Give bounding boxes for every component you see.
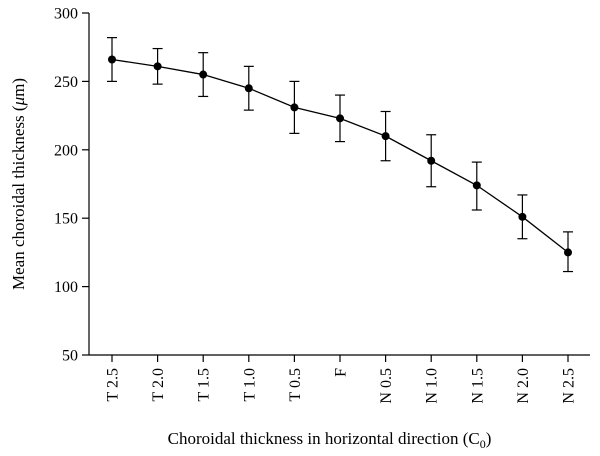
y-tick-label: 200	[54, 142, 78, 159]
data-point	[290, 103, 299, 112]
x-axis-title: Choroidal thickness in horizontal direct…	[168, 429, 492, 451]
x-tick-label: T 1.0	[241, 368, 258, 401]
data-point	[564, 248, 572, 257]
x-tick-label: T 1.5	[196, 368, 213, 401]
data-point	[153, 62, 162, 71]
data-point	[336, 114, 344, 123]
data-point	[381, 132, 390, 141]
x-tick-label: N 2.0	[515, 368, 532, 404]
y-tick-label: 150	[54, 211, 78, 228]
x-ticks: T 2.5 T 2.0 T 1.5 T 1.0 T 0.5 F N 0.5 N 1.0 N 1.…	[105, 355, 578, 404]
x-tick-label: F	[333, 368, 350, 377]
axes	[88, 13, 590, 356]
x-tick-label: N 1.0	[424, 368, 441, 404]
x-axis-title-main: Choroidal thickness in horizontal direct…	[168, 429, 480, 448]
y-tick-label: 300	[54, 6, 78, 23]
x-tick-label: N 2.5	[561, 368, 578, 404]
series-line	[111, 58, 569, 253]
data-point	[199, 70, 208, 79]
data-point	[518, 212, 527, 221]
x-tick-label: N 0.5	[378, 368, 395, 404]
y-axis-title: Mean choroidal thickness (μm)	[9, 78, 28, 290]
x-tick-label: T 2.0	[150, 368, 167, 401]
x-tick-label: T 2.5	[105, 368, 122, 401]
y-axis-title-end: m)	[9, 78, 28, 97]
error-bars	[107, 37, 573, 273]
y-axis-title-mu: μ	[9, 97, 28, 107]
y-tick-label: 100	[54, 279, 78, 296]
x-tick-label: T 0.5	[287, 368, 304, 401]
y-ticks: 50 100 150 200 250 300	[54, 6, 89, 365]
y-tick-label: 250	[54, 74, 78, 91]
data-point	[427, 156, 436, 165]
data-points	[108, 55, 572, 257]
x-tick-label: N 1.5	[469, 368, 486, 404]
data-point	[108, 55, 116, 64]
data-point	[244, 84, 253, 93]
data-point	[472, 181, 481, 190]
x-axis-title-sub: 0	[480, 437, 486, 451]
x-axis-title-end: )	[486, 429, 492, 448]
y-tick-label: 50	[62, 348, 78, 365]
y-axis-title-main: Mean choroidal thickness (	[9, 105, 28, 290]
